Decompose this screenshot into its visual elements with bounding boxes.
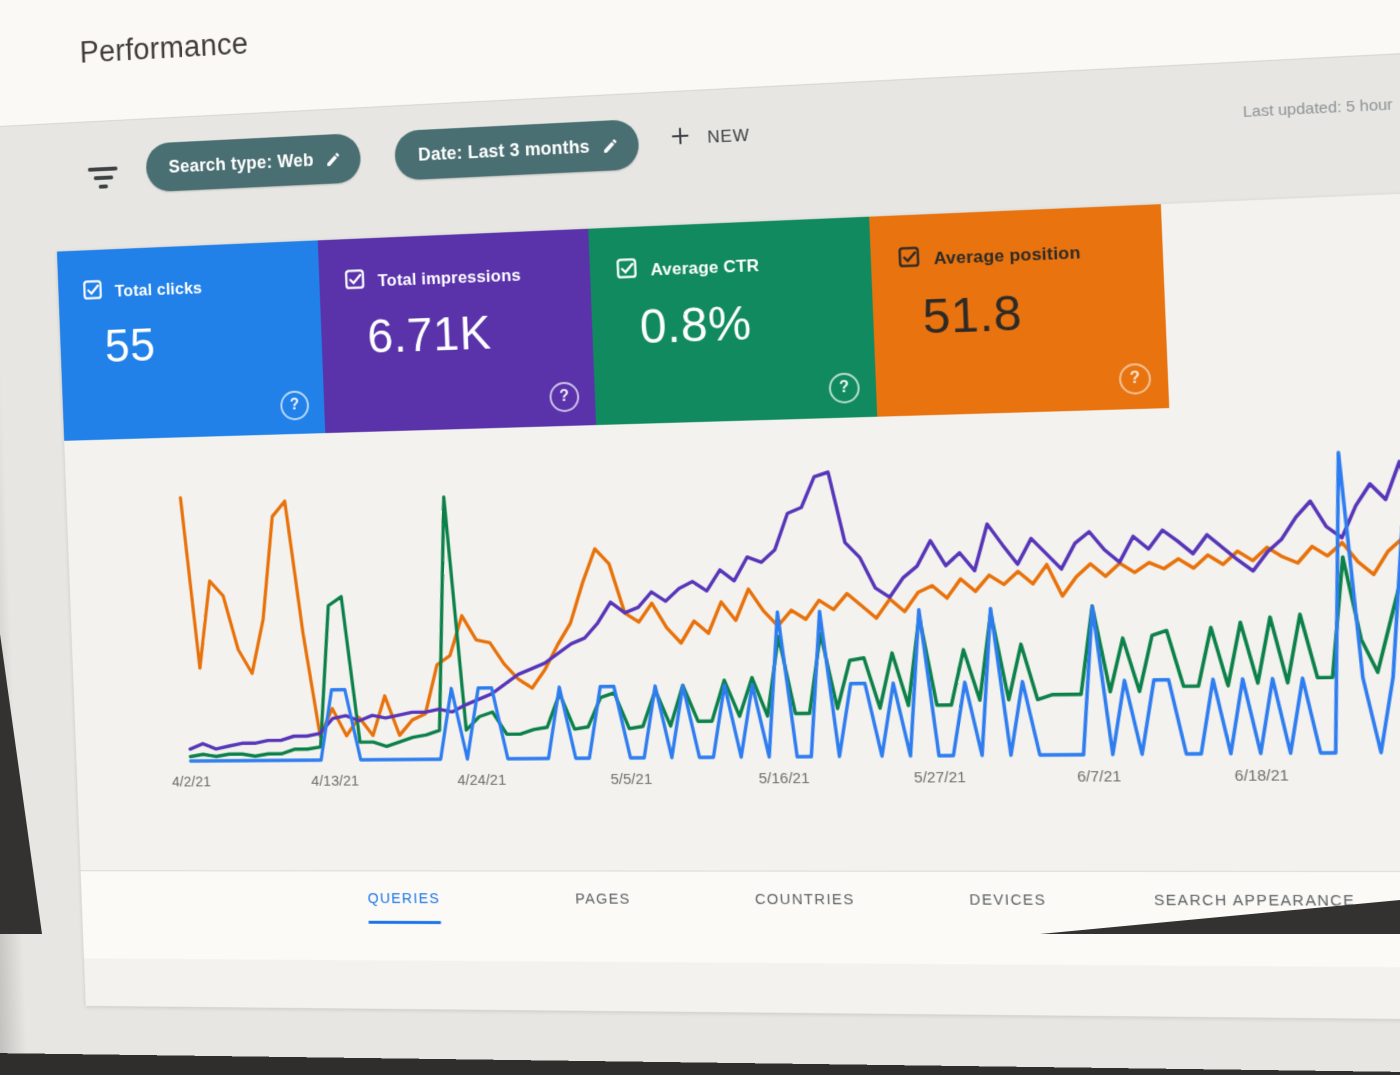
checkbox-checked-icon[interactable] [897, 245, 921, 274]
total-impressions-card[interactable]: Total impressions 6.71K ? [318, 229, 596, 433]
checkbox-checked-icon[interactable] [344, 268, 366, 295]
plus-icon [669, 124, 692, 152]
metric-label: Total impressions [377, 265, 521, 291]
page-title: Performance [79, 26, 249, 71]
x-tick-label: 5/27/21 [914, 769, 967, 787]
performance-chart[interactable]: 4/2/21 4/13/21 4/24/21 5/5/21 5/16/21 5/… [64, 396, 1400, 804]
tab-queries[interactable]: QUERIES [367, 891, 441, 924]
total-clicks-card[interactable]: Total clicks 55 ? [57, 240, 325, 440]
metric-label: Average CTR [650, 255, 760, 280]
new-filter-label: NEW [707, 125, 750, 147]
tab-search-appearance[interactable]: SEARCH APPEARANCE [1154, 893, 1357, 925]
x-tick-label: 5/5/21 [610, 771, 652, 788]
line-chart [64, 396, 1400, 775]
x-tick-label: 4/2/21 [172, 774, 212, 791]
checkbox-checked-icon[interactable] [615, 257, 638, 285]
metric-value: 6.71K [321, 302, 594, 366]
date-range-chip-label: Date: Last 3 months [418, 136, 591, 165]
help-question-icon[interactable]: ? [549, 381, 580, 412]
metric-label: Average position [933, 242, 1081, 268]
help-question-icon[interactable]: ? [280, 390, 310, 420]
x-tick-label: 4/24/21 [457, 772, 506, 789]
average-ctr-card[interactable]: Average CTR 0.8% ? [588, 217, 877, 425]
date-range-chip[interactable]: Date: Last 3 months [394, 119, 639, 181]
series-total-clicks [180, 451, 1400, 761]
performance-panel: Total clicks 55 ? Total impressions 6.71… [57, 186, 1400, 1021]
metric-label: Total clicks [114, 278, 202, 301]
checkbox-checked-icon[interactable] [82, 279, 103, 306]
tab-pages[interactable]: PAGES [575, 892, 632, 922]
filter-list-icon[interactable] [84, 160, 122, 195]
x-tick-label: 6/7/21 [1077, 768, 1122, 786]
edit-pencil-icon [601, 137, 619, 155]
search-type-chip[interactable]: Search type: Web [145, 133, 361, 192]
metric-value: 55 [60, 312, 323, 375]
x-tick-label: 6/18/21 [1234, 767, 1289, 785]
edit-pencil-icon [325, 150, 342, 168]
tab-devices[interactable]: DEVICES [969, 892, 1047, 923]
dimension-tabbar: QUERIES PAGES COUNTRIES DEVICES SEARCH A… [81, 870, 1400, 968]
help-question-icon[interactable]: ? [1118, 363, 1151, 395]
new-filter-button[interactable]: NEW [669, 121, 750, 152]
metric-value: 51.8 [872, 280, 1166, 347]
x-tick-label: 5/16/21 [758, 770, 809, 788]
tab-countries[interactable]: COUNTRIES [755, 892, 856, 923]
help-question-icon[interactable]: ? [828, 372, 860, 404]
search-type-chip-label: Search type: Web [168, 150, 314, 178]
last-updated-text: Last updated: 5 hour [1243, 96, 1393, 121]
x-tick-label: 4/13/21 [311, 773, 359, 790]
metric-value: 0.8% [591, 291, 874, 357]
average-position-card[interactable]: Average position 51.8 ? [869, 204, 1169, 417]
